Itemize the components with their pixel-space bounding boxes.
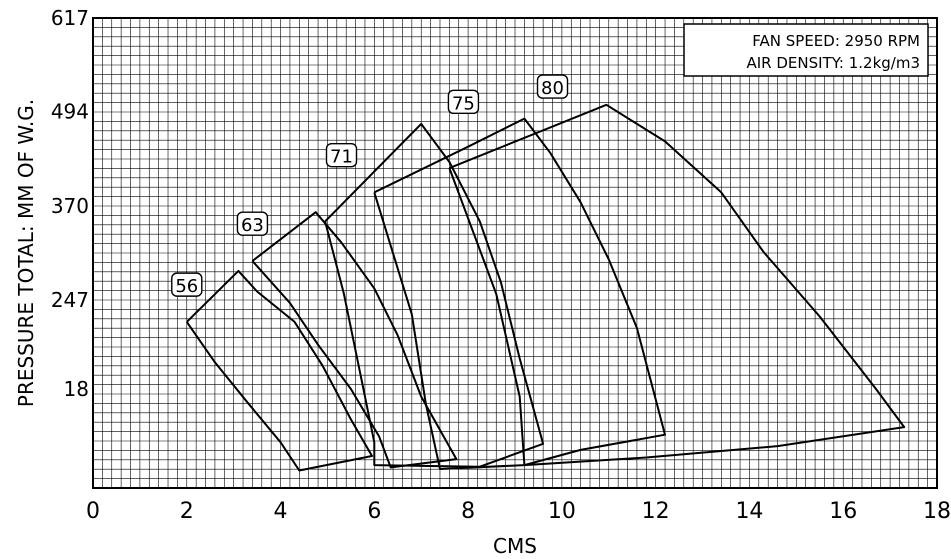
- x-tick-label: 8: [461, 499, 475, 524]
- plot-frame: [92, 17, 938, 489]
- x-axis-label: CMS: [493, 534, 537, 558]
- fan-curves: 56 63 71 75 80: [171, 74, 906, 472]
- y-tick-label: 370: [51, 194, 89, 218]
- fan-size-label: 75: [452, 93, 475, 114]
- fan-size-label: 80: [541, 78, 564, 99]
- info-box: FAN SPEED: 2950 RPM AIR DENSITY: 1.2kg/m…: [683, 23, 929, 77]
- fan-size-tag: [171, 272, 203, 297]
- y-axis-label: PRESSURE TOTAL: MM OF W.G.: [14, 99, 38, 407]
- info-box-frame: [683, 23, 929, 77]
- info-fan-speed: FAN SPEED: 2950 RPM: [752, 32, 920, 50]
- fan-curve-80: 80: [448, 74, 906, 467]
- x-tick-label: 14: [735, 499, 763, 524]
- fan-size-label: 56: [175, 276, 198, 297]
- fan-curve-outline: [448, 103, 906, 467]
- fan-size-tag: [325, 142, 358, 168]
- fan-size-label: 71: [330, 147, 353, 168]
- x-tick-label: 12: [642, 499, 670, 524]
- fan-curve-56: 56: [171, 269, 373, 472]
- y-tick-label: 617: [51, 6, 89, 30]
- fan-curve-outline: [373, 117, 666, 470]
- fan-size-tag: [236, 211, 269, 236]
- fan-size-tag: [536, 74, 569, 99]
- x-tick-label: 6: [367, 499, 381, 524]
- y-tick-label: 494: [51, 100, 89, 124]
- y-tick-label: 18: [64, 377, 89, 401]
- fan-size-label: 63: [241, 215, 264, 236]
- fan-curve-63: 63: [236, 211, 458, 469]
- x-tick-label: 16: [829, 499, 857, 524]
- x-tick-label: 4: [274, 499, 288, 524]
- fan-curve-75: 75: [373, 89, 666, 470]
- x-tick-label: 10: [548, 499, 576, 524]
- fan-curve-71: 71: [324, 122, 545, 468]
- fan-curve-outline: [324, 122, 545, 468]
- y-tick-label: 247: [51, 288, 89, 312]
- fan-curve-outline: [251, 211, 458, 469]
- fan-curve-outline: [185, 269, 373, 472]
- x-tick-labels: 0 2 4 6 8 10 12 14 16 18: [86, 499, 951, 524]
- fan-size-tag: [447, 89, 480, 115]
- x-tick-label: 2: [180, 499, 194, 524]
- x-tick-label: 0: [86, 499, 100, 524]
- y-tick-labels: 617 494 370 247 18: [51, 6, 89, 401]
- chart-grid: [93, 18, 937, 488]
- info-air-density: AIR DENSITY: 1.2kg/m3: [747, 54, 921, 72]
- x-tick-label: 18: [923, 499, 951, 524]
